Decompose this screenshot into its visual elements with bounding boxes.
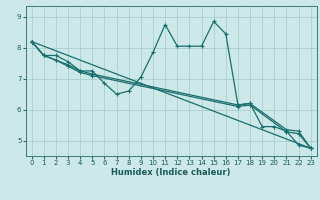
X-axis label: Humidex (Indice chaleur): Humidex (Indice chaleur) [111, 168, 231, 177]
